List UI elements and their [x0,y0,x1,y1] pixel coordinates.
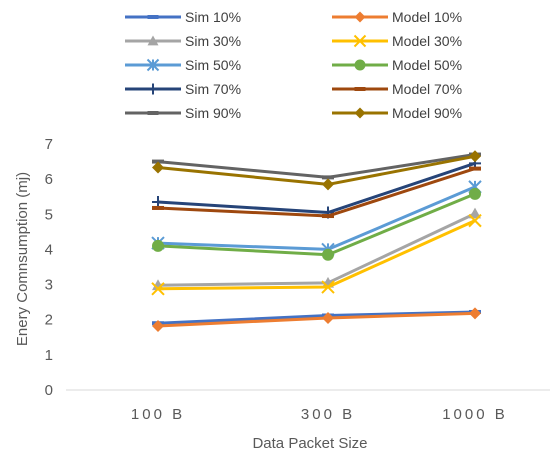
legend-label: Model 30% [392,33,462,49]
y-tick-label: 1 [45,347,53,364]
data-point-marker [147,15,159,19]
legend-label: Sim 90% [185,105,241,121]
data-point-marker [469,187,481,200]
data-point-marker [469,150,481,163]
series-model-50 [152,187,481,261]
data-point-marker [322,311,334,324]
data-point-marker [147,111,159,115]
y-tick-label: 5 [45,206,53,223]
data-point-marker [354,107,366,119]
series-line [157,161,476,215]
legend-item-sim-70: Sim 70% [125,81,241,97]
y-tick-label: 6 [45,171,53,188]
x-tick-label: 300 B [301,406,355,423]
data-point-marker [152,239,164,252]
legend-item-model-30: Model 30% [332,33,462,49]
data-point-marker [469,307,481,320]
y-tick-label: 2 [45,312,53,329]
data-point-marker [152,320,164,333]
legend-label: Sim 50% [185,57,241,73]
data-point-marker [147,35,159,46]
data-point-marker [322,214,334,219]
y-tick-label: 4 [45,241,53,258]
data-point-marker [322,178,334,191]
y-tick-label: 3 [45,277,53,294]
series-sim-50 [151,180,482,257]
legend-label: Model 90% [392,105,462,121]
legend-item-sim-30: Sim 30% [125,33,241,49]
data-point-marker [151,282,165,296]
x-tick-label: 1000 B [442,406,508,423]
data-point-marker [354,87,366,91]
series-model-30 [151,213,482,296]
legend-item-sim-10: Sim 10% [125,9,241,25]
legend-label: Model 70% [392,81,462,97]
data-point-marker [354,11,366,23]
legend-label: Model 10% [392,9,462,25]
legend-item-model-70: Model 70% [332,81,462,97]
plot-area [151,150,482,333]
series-model-90 [152,150,481,191]
legend-label: Sim 30% [185,33,241,49]
data-point-marker [353,34,367,48]
data-point-marker [321,280,335,294]
legend-item-model-90: Model 90% [332,105,462,121]
data-point-marker [322,248,334,261]
y-tick-label: 7 [45,136,53,153]
y-tick-label: 0 [45,382,53,399]
legend-item-model-10: Model 10% [332,9,462,25]
data-point-marker [152,161,164,174]
data-point-marker [354,59,366,71]
legend-item-sim-50: Sim 50% [125,57,241,73]
data-point-marker [322,175,334,180]
x-axis-label: Data Packet Size [252,435,367,452]
data-point-marker [468,213,482,228]
series-model-70 [152,166,481,219]
x-tick-label: 100 B [131,406,185,423]
data-point-marker [146,58,160,72]
legend-item-sim-90: Sim 90% [125,105,241,121]
data-point-marker [469,166,481,171]
y-axis: 0 1 2 3 4 5 6 7 [45,136,53,399]
data-point-marker [147,83,159,95]
legend-label: Model 50% [392,57,462,73]
data-point-marker [152,205,164,210]
legend-label: Sim 10% [185,9,241,25]
series-sim-70 [152,157,481,219]
series-line [157,185,476,251]
legend-label: Sim 70% [185,81,241,97]
legend: Sim 10% Model 10% Sim 30% Model 30% Sim 50% M… [125,9,462,121]
series-model-10 [152,307,481,333]
data-point-marker [469,207,481,219]
y-axis-label: Enery Comnsumption (mj) [14,172,31,346]
legend-item-model-50: Model 50% [332,57,462,73]
x-axis: 100 B 300 B 1000 B [66,389,550,423]
